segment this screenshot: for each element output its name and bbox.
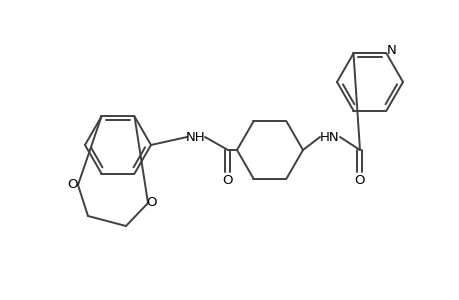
Text: N: N: [386, 44, 396, 57]
Text: O: O: [222, 173, 233, 187]
Text: O: O: [146, 196, 157, 208]
Text: HN: HN: [319, 130, 339, 143]
Text: O: O: [67, 178, 78, 191]
Text: NH: NH: [186, 130, 205, 143]
Text: O: O: [354, 173, 364, 187]
